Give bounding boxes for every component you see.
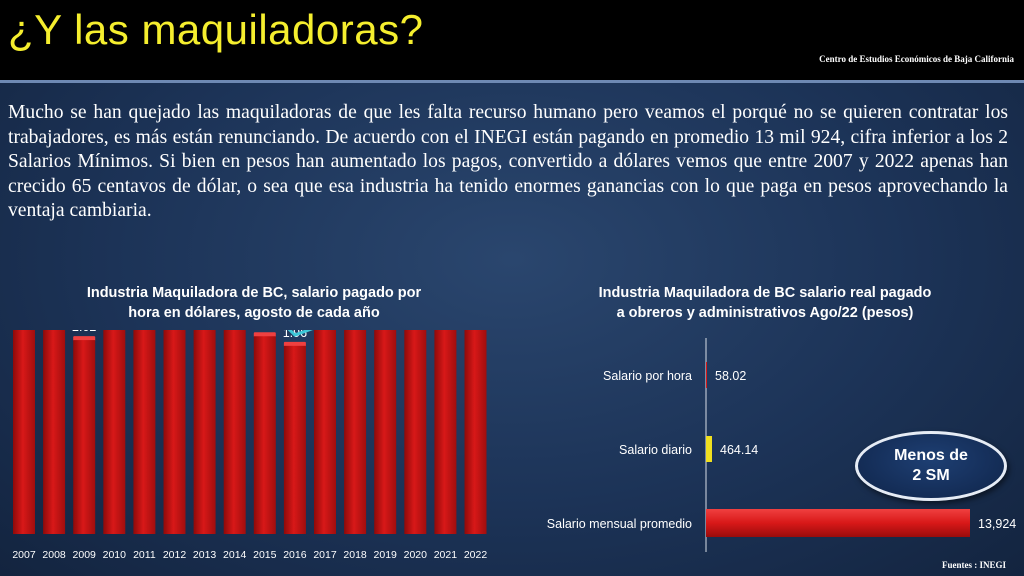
header-bar: ¿Y las maquiladoras? Centro de Estudios … — [0, 0, 1024, 80]
real-wage-hbar-chart: Salario por hora 58.02 Salario diario 464.1… — [547, 338, 1016, 552]
x-tick-label: 2008 — [42, 549, 66, 561]
less-than-2sm-badge: Menos de 2 SM — [855, 431, 1007, 501]
hbar-value-label: 464.14 — [720, 443, 758, 457]
bar-value-label: 2.02 — [72, 330, 96, 334]
x-tick-label: 2016 — [283, 549, 307, 561]
bar-cap — [283, 341, 306, 347]
bar-2008 — [43, 330, 66, 534]
x-tick-label: 2010 — [103, 549, 127, 561]
sources-note: Fuentes : INEGI — [942, 560, 1007, 570]
paragraph-part2: De acuerdo con el INEGI están pagando en… — [8, 126, 1008, 222]
chart2-title: Industria Maquiladora de BC salario real… — [540, 283, 990, 323]
hbar-3 — [706, 509, 970, 537]
badge-line1: Menos de — [894, 447, 968, 464]
hbar-2 — [706, 436, 712, 462]
x-tick-label: 2017 — [313, 549, 337, 561]
badge-line2: 2 SM — [912, 467, 950, 484]
bar-cap — [253, 332, 276, 338]
bar-2010 — [103, 330, 126, 534]
slide-title: ¿Y las maquiladoras? — [8, 6, 424, 53]
hbar-category-label: Salario diario — [619, 443, 692, 457]
bar-2022 — [464, 330, 487, 534]
x-tick-label: 2020 — [404, 549, 428, 561]
header-divider — [0, 80, 1024, 83]
source-org: Centro de Estudios Económicos de Baja Ca… — [819, 54, 1014, 64]
x-tick-label: 2007 — [12, 549, 36, 561]
hourly-wage-bar-chart: 2.2320072.4320082.0220092.2020102.472011… — [12, 330, 488, 561]
bar-2015 — [253, 336, 276, 534]
chart2-title-line2: a obreros y administrativos Ago/22 (peso… — [616, 305, 914, 321]
x-tick-label: 2022 — [464, 549, 488, 561]
hbar-value-label: 13,924 — [978, 517, 1016, 531]
bar-2012 — [163, 330, 186, 534]
bar-cap — [73, 336, 96, 342]
x-tick-label: 2013 — [193, 549, 217, 561]
bar-2011 — [133, 330, 156, 534]
paragraph-part1: Mucho se han quejado las maquiladoras de… — [8, 102, 1008, 148]
body-paragraph: Mucho se han quejado las maquiladoras de… — [8, 101, 1008, 224]
bar-2014 — [223, 330, 246, 534]
x-tick-label: 2009 — [73, 549, 97, 561]
bar-2018 — [344, 330, 367, 534]
hbar-1 — [706, 362, 707, 388]
bar-2013 — [193, 330, 216, 534]
hbar-value-label: 58.02 — [715, 369, 746, 383]
x-tick-label: 2018 — [343, 549, 367, 561]
bar-2009 — [73, 340, 96, 534]
bar-2020 — [404, 330, 427, 534]
chart1-title-line2: hora en dólares, agosto de cada año — [128, 305, 380, 321]
chart1-title: Industria Maquiladora de BC, salario pag… — [30, 283, 478, 323]
hbar-category-label: Salario mensual promedio — [547, 517, 692, 531]
bar-2019 — [374, 330, 397, 534]
x-tick-label: 2021 — [434, 549, 458, 561]
hbar-category-label: Salario por hora — [603, 369, 692, 383]
x-tick-label: 2015 — [253, 549, 277, 561]
bar-2007 — [13, 330, 35, 534]
chart2-title-line1: Industria Maquiladora de BC salario real… — [598, 285, 932, 301]
bar-2017 — [314, 330, 336, 534]
x-tick-label: 2011 — [133, 549, 156, 561]
bar-2016 — [283, 345, 306, 534]
x-tick-label: 2012 — [163, 549, 187, 561]
x-tick-label: 2019 — [374, 549, 398, 561]
x-tick-label: 2014 — [223, 549, 247, 561]
bar-2021 — [434, 330, 457, 534]
chart1-title-line1: Industria Maquiladora de BC, salario pag… — [86, 285, 422, 301]
